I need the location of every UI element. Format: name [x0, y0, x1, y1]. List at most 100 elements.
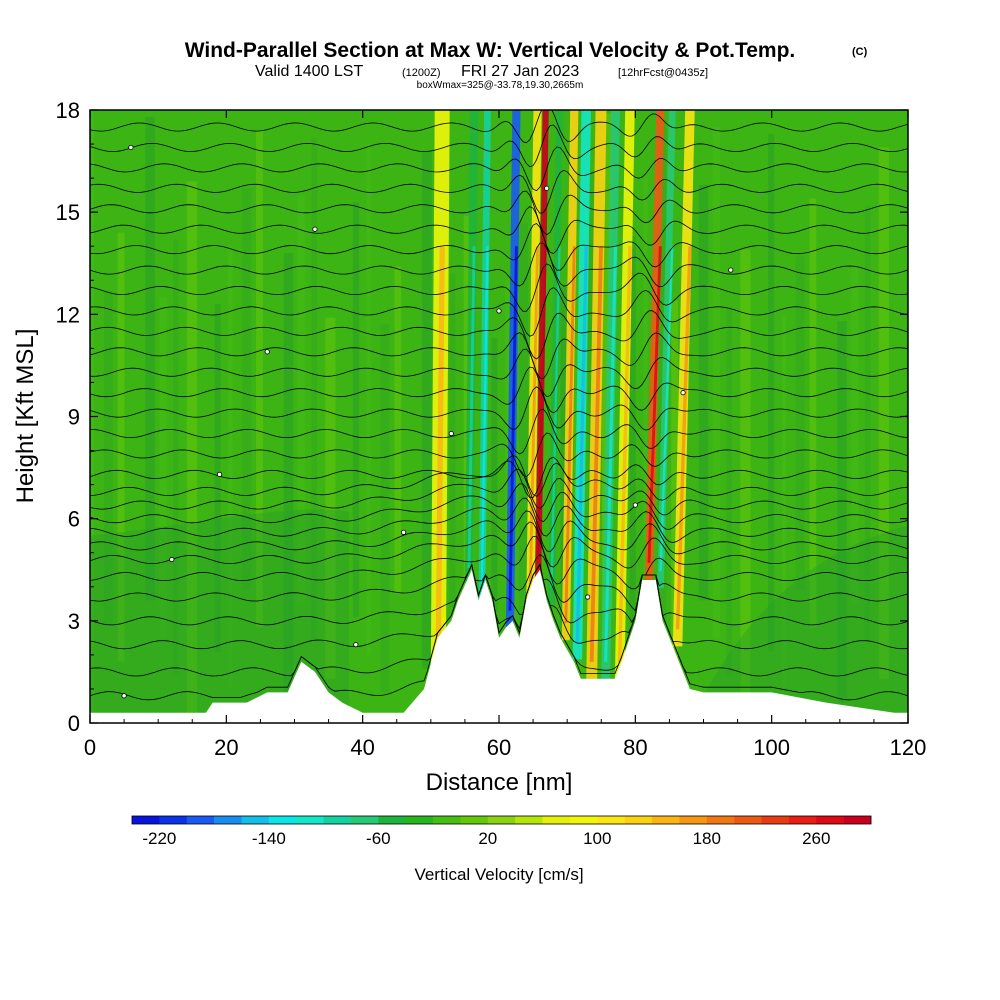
colorbar: [131, 815, 872, 825]
background-streak: [117, 232, 125, 662]
y-tick-label: 9: [68, 405, 80, 430]
colorbar-swatch: [268, 816, 297, 824]
velocity-core: [550, 246, 561, 588]
colorbar-ticks: -220 -140 -60 20 100 180 260: [142, 829, 830, 848]
x-axis-label: Distance [nm]: [426, 769, 573, 796]
velocity-bands: [430, 110, 695, 679]
contour-label-marker: [128, 144, 134, 151]
velocity-core: [564, 246, 576, 624]
theta-contour: [90, 554, 908, 612]
colorbar-swatch: [542, 816, 571, 824]
background-streak: [809, 198, 817, 628]
x-tick-label: 20: [214, 735, 238, 760]
background-streak: [698, 184, 709, 601]
background-streak: [726, 307, 732, 676]
colorbar-swatch: [597, 816, 625, 824]
background-streak: [339, 259, 348, 717]
theta-contour: [90, 223, 908, 271]
velocity-core: [528, 246, 540, 584]
background-streak: [269, 310, 275, 666]
x-tick-label: 100: [753, 735, 790, 760]
colorbar-swatch: [487, 816, 516, 824]
subtitle-date: FRI 27 Jan 2023: [461, 63, 579, 80]
background-streak: [366, 144, 371, 655]
colorbar-swatch: [433, 816, 461, 824]
background-streak: [256, 130, 263, 628]
background-streak: [671, 300, 679, 662]
subtitle-utc: (1200Z): [402, 67, 441, 79]
velocity-core: [467, 246, 476, 569]
colorbar-swatch: [186, 816, 215, 824]
contour-label-marker: [544, 185, 550, 191]
velocity-core: [435, 246, 445, 647]
background-streak: [712, 127, 721, 638]
colorbar-swatch: [460, 816, 489, 824]
theta-contour: [90, 432, 908, 478]
y-tick-label: 3: [68, 609, 80, 634]
theta-contour: [90, 206, 908, 254]
background-streak: [408, 208, 414, 632]
theta-contour: [90, 110, 908, 144]
theta-contour: [90, 366, 908, 414]
contour-label-marker: [680, 390, 686, 396]
background-streak: [186, 181, 198, 713]
theta-contour: [90, 563, 908, 650]
background-streak: [795, 256, 805, 591]
background-streak: [159, 297, 167, 638]
background-streak: [311, 137, 317, 642]
y-tick-label: 6: [68, 507, 80, 532]
theta-contour: [90, 536, 908, 590]
contour-labels: [121, 144, 734, 699]
x-tick-label: 0: [84, 735, 96, 760]
velocity-band: [672, 110, 695, 647]
velocity-band: [657, 110, 676, 589]
contour-label-marker: [632, 502, 638, 508]
colorbar-swatch: [241, 816, 270, 824]
y-tick-label: 12: [56, 302, 80, 327]
colorbar-swatch: [624, 816, 653, 824]
chart-title: Wind-Parallel Section at Max W: Vertical…: [185, 39, 796, 62]
x-tick-label: 40: [350, 735, 374, 760]
colorbar-swatch: [652, 816, 680, 824]
colorbar-swatch: [679, 816, 708, 824]
background-streak: [768, 133, 775, 652]
colorbar-swatch: [706, 816, 735, 824]
terrain-mask: [90, 569, 908, 723]
x-tick-label: 80: [623, 735, 647, 760]
theta-contour: [90, 563, 908, 677]
background-streak: [837, 321, 847, 703]
colorbar-swatch: [788, 816, 817, 824]
subtitle-forecast: [12hrFcst@0435z]: [618, 67, 708, 79]
background-streak: [823, 140, 829, 666]
lower-stable-layer: [90, 509, 350, 723]
velocity-core: [659, 246, 674, 572]
contour-label-marker: [353, 642, 359, 648]
colorbar-swatch: [378, 816, 407, 824]
background-streak: [518, 222, 528, 659]
colorbar-swatch: [323, 816, 352, 824]
x-tick-label: 120: [890, 735, 927, 760]
colorbar-swatch: [132, 816, 160, 824]
colorbar-swatch: [816, 816, 844, 824]
theta-contour: [90, 521, 908, 569]
velocity-core: [604, 246, 618, 662]
theta-contour: [90, 146, 908, 192]
colorbar-swatch: [350, 816, 379, 824]
theta-contour: [90, 332, 908, 380]
y-tick-label: 0: [68, 711, 80, 736]
colorbar-swatch: [734, 816, 762, 824]
colorbar-tick-label: -220: [142, 829, 176, 848]
background-streak: [422, 150, 432, 669]
velocity-core: [589, 246, 603, 662]
background-streak: [892, 327, 901, 717]
velocity-core: [508, 246, 518, 611]
theta-contour: [90, 386, 908, 431]
y-tick-label: 15: [56, 200, 80, 225]
background-streak: [214, 304, 221, 652]
colorbar-tick-label: 180: [693, 829, 721, 848]
contour-label-marker: [728, 267, 734, 273]
background-streak: [657, 120, 667, 625]
theta-contour: [90, 468, 908, 516]
background-streak: [740, 249, 751, 713]
